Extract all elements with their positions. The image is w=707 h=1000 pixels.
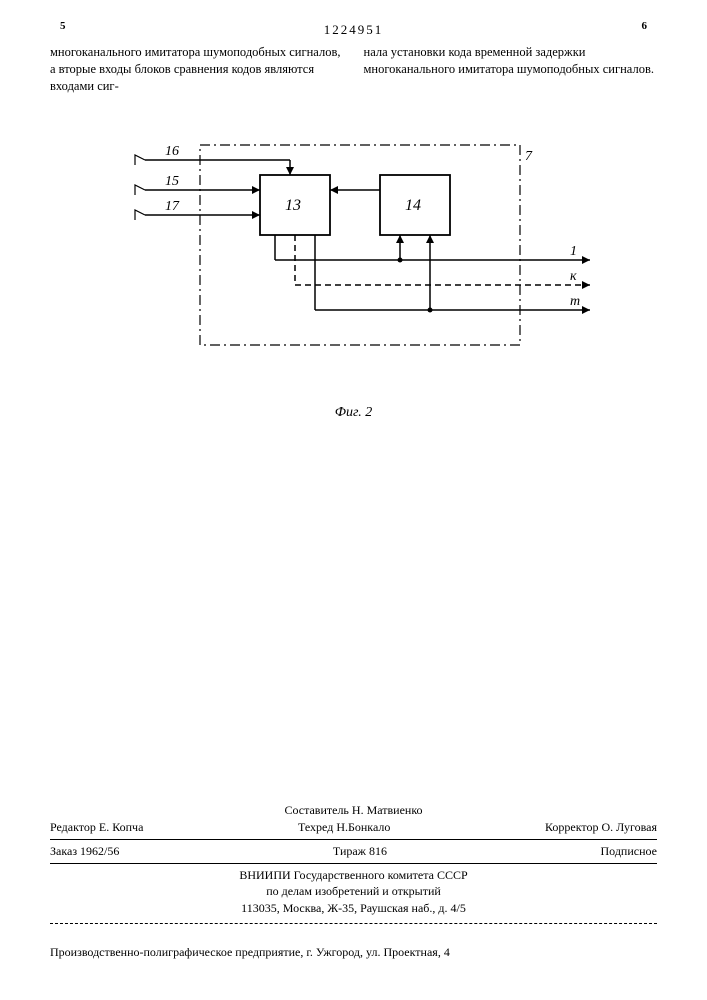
editor: Редактор Е. Копча [50,819,143,836]
label-outm: m [570,294,580,309]
document-number: 1224951 [50,22,657,38]
page: 5 6 1224951 многоканального имитатора шу… [0,0,707,1000]
arrowhead-fbm [426,235,434,243]
label-14: 14 [405,197,421,214]
org2: по делам изобретений и открытий [50,883,657,900]
node-m [428,307,433,312]
techred: Техред Н.Бонкало [298,819,390,836]
order: Заказ 1962/56 [50,843,119,860]
label-15: 15 [165,174,179,189]
arrowhead-outk [582,281,590,289]
divider-2 [50,863,657,864]
label-13: 13 [285,197,301,214]
label-17: 17 [165,199,180,214]
diagram-svg: 7 13 14 16 15 17 [50,115,657,395]
arrowhead-outm [582,306,590,314]
label-16: 16 [165,144,179,159]
credits-line: Редактор Е. Копча Техред Н.Бонкало Корре… [50,819,657,836]
right-column: нала установки кода временной задержки м… [364,44,658,95]
divider-1 [50,839,657,840]
label-outer: 7 [525,149,533,164]
subscription: Подписное [601,843,658,860]
left-column: многоканального имитатора шумоподобных с… [50,44,344,95]
arrowhead-15 [252,186,260,194]
arrowhead-1 [330,186,338,194]
figure-caption: Фиг. 2 [50,405,657,421]
org1: ВНИИПИ Государственного комитета СССР [50,867,657,884]
corrector: Корректор О. Луговая [545,819,657,836]
divider-dash [50,923,657,924]
press-line: Производственно-полиграфическое предприя… [50,945,657,960]
label-outk: к [570,269,577,284]
footer-block: Составитель Н. Матвиенко Редактор Е. Коп… [50,802,657,930]
input-17-tail [135,210,145,220]
label-out1: 1 [570,244,577,259]
arrowhead-out1 [582,256,590,264]
compiler: Составитель Н. Матвиенко [50,802,657,819]
page-num-left: 5 [60,20,66,32]
arrowhead-16 [286,167,294,175]
address: 113035, Москва, Ж-35, Раушская наб., д. … [50,900,657,917]
figure-2: 7 13 14 16 15 17 [50,115,657,415]
outer-box [200,145,520,345]
page-num-right: 6 [642,20,648,32]
input-16-tail [135,155,145,165]
arrowhead-fb1 [396,235,404,243]
arrowhead-17 [252,211,260,219]
tirazh: Тираж 816 [333,843,387,860]
node-1 [398,257,403,262]
body-text: многоканального имитатора шумоподобных с… [50,44,657,95]
input-15-tail [135,185,145,195]
order-line: Заказ 1962/56 Тираж 816 Подписное [50,843,657,860]
